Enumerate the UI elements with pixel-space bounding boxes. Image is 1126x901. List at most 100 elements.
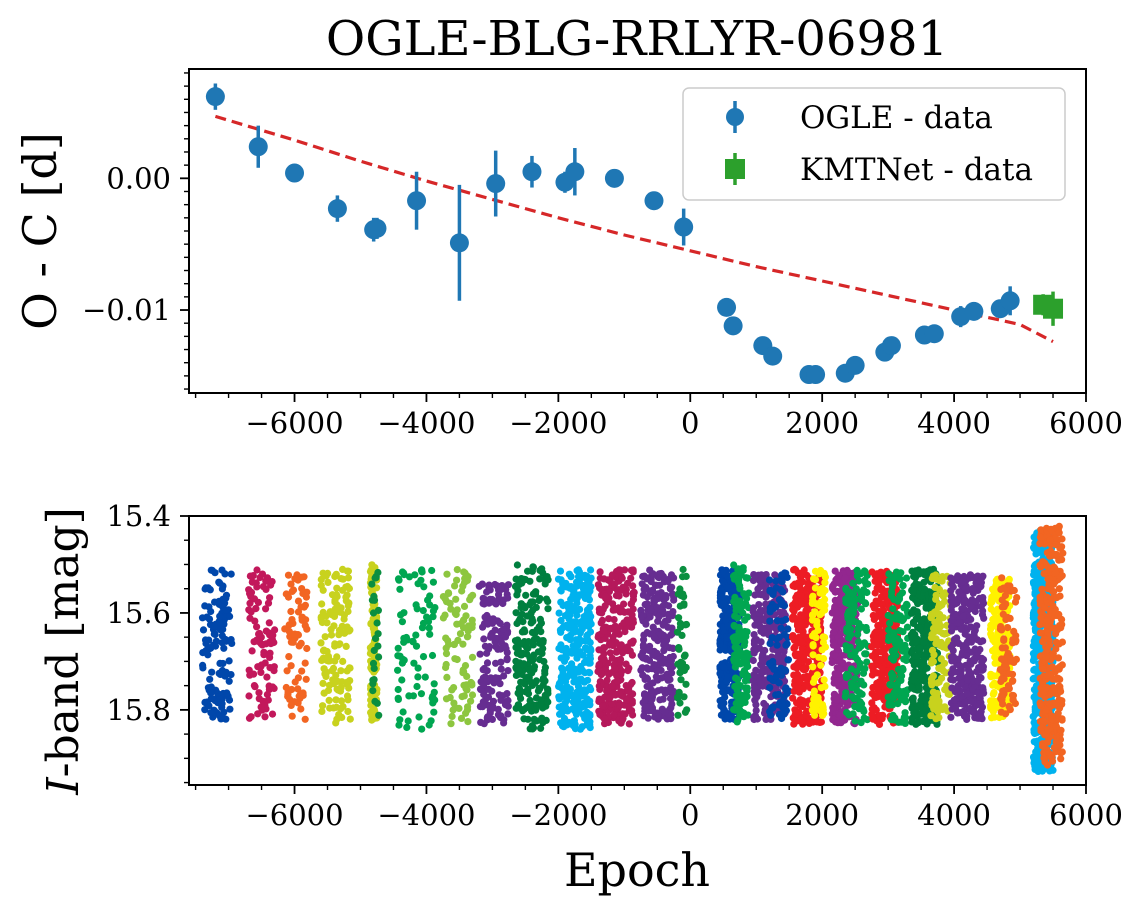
lc-point xyxy=(418,568,426,576)
lc-point xyxy=(417,576,425,584)
lc-point xyxy=(664,577,672,586)
lc-point xyxy=(453,655,461,664)
lc-point xyxy=(367,708,375,717)
lc-point xyxy=(601,715,609,723)
ogle-point xyxy=(674,217,694,237)
lightcurve-panel: −6000 −4000 −2000 0 2000 4000 6000 15.415.615.… xyxy=(38,499,1123,897)
lc-point xyxy=(442,634,450,642)
lc-point xyxy=(967,697,975,706)
lc-point xyxy=(595,661,603,669)
lc-point xyxy=(679,565,687,574)
lc-point xyxy=(663,673,672,682)
lc-point xyxy=(909,676,917,685)
lc-point xyxy=(726,662,734,671)
lc-point xyxy=(920,578,928,586)
lc-point xyxy=(785,687,793,695)
lc-point xyxy=(318,600,326,608)
lc-point xyxy=(938,577,946,585)
lc-point xyxy=(536,575,544,583)
lc-point xyxy=(504,594,512,602)
lc-point xyxy=(969,585,977,593)
lc-point xyxy=(535,596,543,605)
lc-point xyxy=(246,614,254,622)
lc-point xyxy=(668,590,677,598)
lc-point xyxy=(228,639,236,648)
lc-point xyxy=(682,680,690,688)
lc-point xyxy=(322,612,330,620)
lc-point xyxy=(814,626,822,634)
lc-point xyxy=(206,675,214,683)
ogle-point xyxy=(1000,291,1020,311)
lc-point xyxy=(564,718,573,726)
kmtnet-point xyxy=(1043,298,1064,319)
lc-point xyxy=(479,623,487,631)
lc-point xyxy=(851,717,859,725)
lc-point xyxy=(284,593,293,601)
lc-point xyxy=(269,631,277,639)
lc-point xyxy=(914,719,922,727)
lc-point xyxy=(912,580,920,588)
lc-point xyxy=(560,657,569,665)
lc-point xyxy=(504,710,512,718)
lc-point xyxy=(750,640,759,648)
lc-point xyxy=(204,584,212,592)
lc-point xyxy=(369,687,377,695)
lc-point xyxy=(820,710,828,718)
lc-point xyxy=(288,587,296,596)
lc-point xyxy=(661,708,669,716)
lc-point xyxy=(337,667,345,675)
lc-point xyxy=(738,630,746,638)
lc-point xyxy=(453,566,461,574)
lc-point xyxy=(606,649,614,657)
lc-point xyxy=(335,711,343,719)
lc-point xyxy=(795,579,803,587)
lc-point xyxy=(603,687,611,695)
ogle-point xyxy=(248,137,268,157)
lc-point xyxy=(541,677,549,685)
lc-point xyxy=(775,690,783,699)
lc-point xyxy=(522,591,530,599)
lc-point xyxy=(497,665,505,673)
lc-point xyxy=(483,659,492,667)
lc-point xyxy=(766,674,774,682)
lc-point xyxy=(809,663,817,671)
lc-point xyxy=(643,575,651,583)
lc-point xyxy=(453,576,461,584)
lc-point xyxy=(731,612,739,620)
oc-x-tick-label: 0 xyxy=(681,406,699,440)
lc-point xyxy=(303,644,311,653)
lc-point xyxy=(938,601,946,609)
lc-point xyxy=(769,703,777,711)
lc-point xyxy=(538,565,546,573)
lc-point xyxy=(773,641,781,649)
lc-point xyxy=(585,596,594,604)
oc-x-tick-label: 4000 xyxy=(917,406,991,440)
lc-point xyxy=(766,660,774,668)
lc-point xyxy=(794,626,803,634)
lc-point xyxy=(317,581,325,590)
lc-point xyxy=(325,681,334,689)
lc-point xyxy=(858,641,866,649)
lc-point xyxy=(666,664,675,672)
lc-point xyxy=(556,626,565,634)
lc-point xyxy=(842,689,850,697)
lc-point xyxy=(208,668,216,676)
lc-point xyxy=(468,691,477,699)
ogle-point xyxy=(644,191,664,211)
lc-point xyxy=(810,687,819,695)
lc-point xyxy=(395,721,403,729)
lc-point xyxy=(613,647,621,655)
lc-point xyxy=(677,676,685,684)
lc-point xyxy=(963,712,971,720)
lc-point xyxy=(295,642,303,650)
lc-point xyxy=(424,617,433,626)
lc-point xyxy=(927,675,936,684)
lc-point xyxy=(270,638,278,647)
lc-point xyxy=(674,711,682,719)
lc-point xyxy=(480,681,488,689)
ogle-point xyxy=(285,163,305,183)
lc-point xyxy=(659,607,667,615)
lc-point xyxy=(542,595,551,603)
lc-point xyxy=(622,660,630,668)
lc-point xyxy=(343,678,351,687)
